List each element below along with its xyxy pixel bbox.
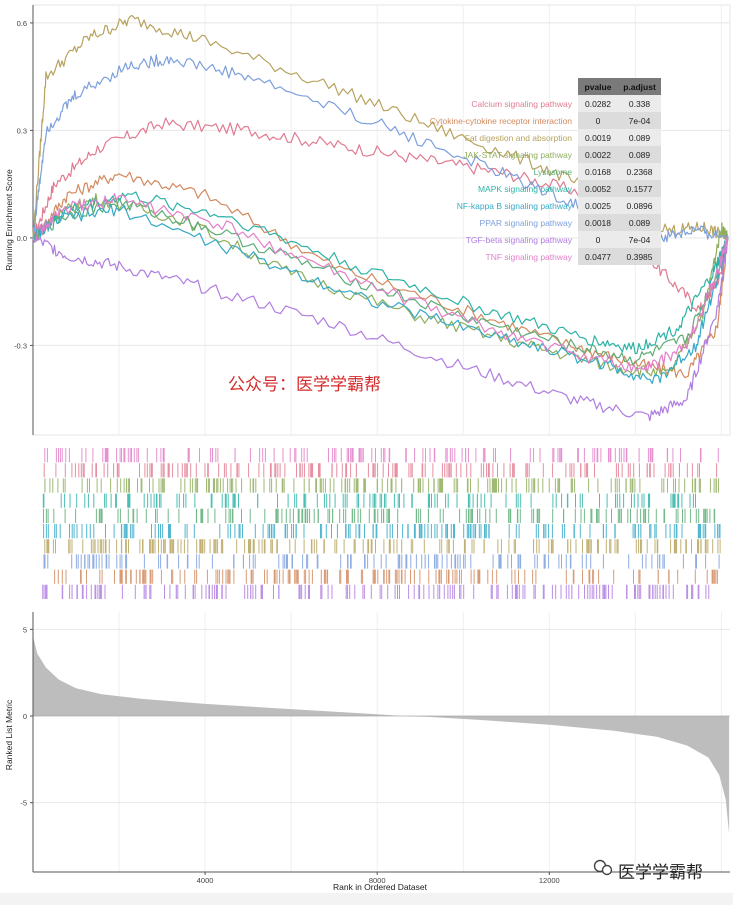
table-row-bg [578, 231, 661, 248]
table-row-name: TNF signaling pathway [486, 252, 573, 262]
table-cell-padjust: 0.089 [629, 218, 651, 228]
ranked-metric-y-label: Ranked List Metric [4, 699, 14, 770]
table-row-name: NF-kappa B signaling pathway [457, 201, 573, 211]
ranked-metric-y-ticks: 5 0 -5 [20, 625, 33, 808]
barcode-row [54, 569, 718, 584]
watermark-corner-text: 医学学霸帮 [618, 863, 703, 882]
barcode-row [43, 554, 720, 569]
ranked-metric-x-label: Rank in Ordered Dataset [333, 882, 428, 892]
table-cell-pvalue: 0.0282 [585, 99, 611, 109]
running-score-line [32, 203, 729, 385]
y-tick-label: -0.3 [14, 341, 27, 350]
running-score-line [32, 191, 728, 355]
table-row-bg [578, 163, 661, 180]
x-tick-label: 8000 [369, 876, 386, 885]
table-row-name: Lysosome [534, 167, 573, 177]
wechat-icon [593, 859, 613, 876]
y-tick-label: 5 [23, 625, 27, 634]
barcode-row [44, 478, 719, 493]
table-row-bg [578, 95, 661, 112]
x-tick-label: 12000 [539, 876, 560, 885]
table-row-name: Calcium signaling pathway [471, 99, 572, 109]
watermark-center-text: 公众号：医学学霸帮 [228, 375, 381, 394]
table-cell-padjust: 0.338 [629, 99, 651, 109]
table-row-name: Fat digestion and absorption [465, 133, 573, 143]
table-cell-pvalue: 0.0019 [585, 133, 611, 143]
watermark-corner: 医学学霸帮 [593, 859, 703, 882]
table-row-bg [578, 248, 661, 265]
barcode-row [44, 448, 719, 463]
running-score-grid [33, 5, 730, 435]
running-score-line [32, 54, 729, 243]
table-cell-padjust: 7e-04 [629, 116, 651, 126]
running-score-y-ticks: 0.6 0.3 0.0 -0.3 [14, 19, 33, 350]
running-score-y-label: Running Enrichment Score [4, 169, 14, 271]
table-cell-pvalue: 0.0052 [585, 184, 611, 194]
table-row-bg [578, 197, 661, 214]
table-row-name: PPAR signaling pathway [480, 218, 573, 228]
table-cell-padjust: 0.3985 [627, 252, 653, 262]
y-tick-label: 0 [23, 712, 27, 721]
table-cell-padjust: 7e-04 [629, 235, 651, 245]
barcode-row [43, 508, 716, 523]
table-row-bg [578, 180, 661, 197]
table-row-bg [578, 146, 661, 163]
barcode-row [42, 493, 696, 508]
ranked-metric-plot-area [33, 612, 730, 872]
table-cell-pvalue: 0.0168 [585, 167, 611, 177]
barcode-row [42, 584, 710, 599]
y-tick-label: 0.6 [17, 19, 27, 28]
running-score-line [32, 193, 729, 373]
table-row-name: MAPK signaling pathway [478, 184, 573, 194]
barcode-row [43, 524, 721, 539]
running-score-line [32, 234, 729, 422]
table-cell-pvalue: 0.0018 [585, 218, 611, 228]
table-cell-padjust: 0.089 [629, 150, 651, 160]
x-tick-label: 4000 [197, 876, 214, 885]
table-cell-pvalue: 0.0022 [585, 150, 611, 160]
table-row-name: Cytokine-cytokine receptor interaction [430, 116, 572, 126]
barcode-row [43, 463, 718, 478]
running-score-line [32, 197, 729, 366]
table-row-name: JAK-STAT signaling pathway [463, 150, 572, 160]
barcode-row [44, 539, 721, 554]
pvalue-table: pvalue p.adjust Calcium signaling pathway 0… [430, 78, 661, 265]
table-cell-pvalue: 0.0477 [585, 252, 611, 262]
table-row-bg [578, 214, 661, 231]
y-tick-label: -5 [20, 799, 27, 808]
table-row-name: TGF-beta signaling pathway [466, 235, 573, 245]
y-tick-label: 0.0 [17, 234, 27, 243]
table-cell-pvalue: 0.0025 [585, 201, 611, 211]
gene-hit-barcode-panel [42, 448, 721, 599]
table-cell-padjust: 0.2368 [627, 167, 653, 177]
table-row-bg [578, 129, 661, 146]
table-cell-padjust: 0.089 [629, 133, 651, 143]
table-cell-pvalue: 0 [596, 116, 601, 126]
table-row-bg [578, 112, 661, 129]
running-score-lines [32, 14, 729, 422]
table-header-cell: pvalue [585, 82, 612, 92]
y-tick-label: 0.3 [17, 126, 27, 135]
table-cell-padjust: 0.1577 [627, 184, 653, 194]
running-score-line [32, 117, 729, 312]
table-cell-padjust: 0.0896 [627, 201, 653, 211]
table-cell-pvalue: 0 [596, 235, 601, 245]
table-header-cell: p.adjust [623, 82, 656, 92]
table-header-bg [578, 78, 661, 95]
bottom-strip [0, 893, 733, 905]
ranked-metric-panel: 5 0 -5 4000 8000 12000 Ranked List Metric Ra… [4, 612, 730, 892]
